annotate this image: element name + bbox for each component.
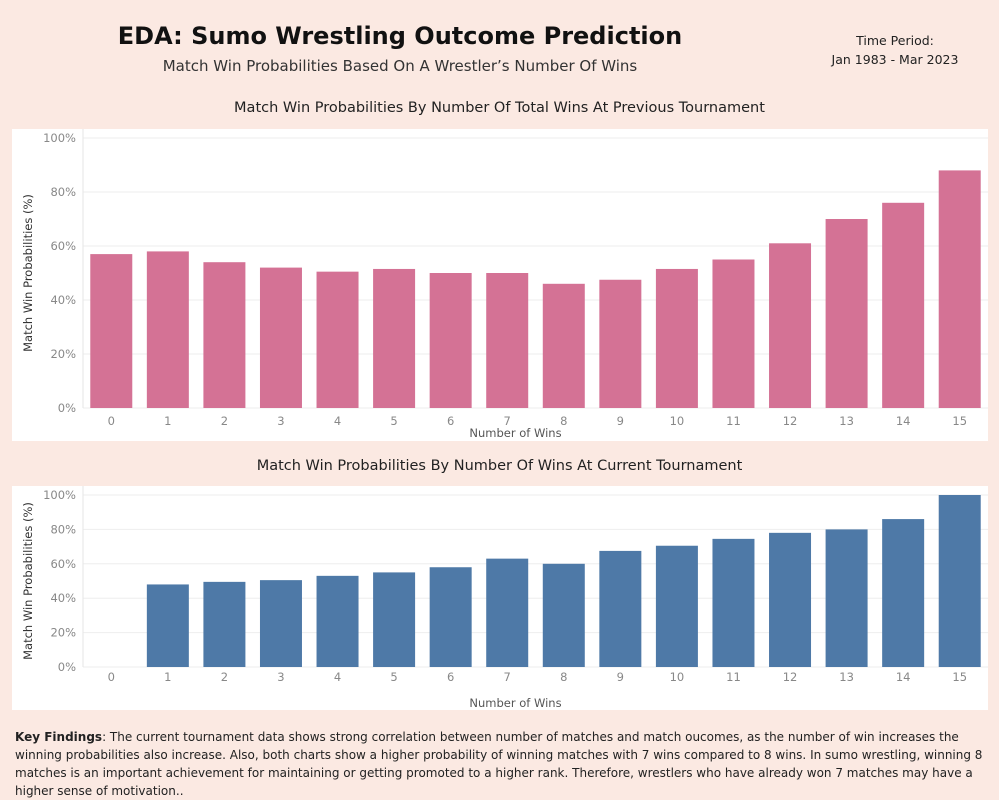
time-period: Time Period: Jan 1983 - Mar 2023 — [820, 31, 970, 69]
x-tick-label: 0 — [108, 414, 115, 428]
bar — [373, 268, 416, 408]
bar — [655, 268, 698, 408]
bar — [486, 273, 529, 408]
x-tick-label: 12 — [783, 670, 798, 684]
x-tick-label: 10 — [670, 414, 685, 428]
x-tick-label: 12 — [783, 414, 798, 428]
bar — [316, 271, 359, 408]
page-title: EDA: Sumo Wrestling Outcome Prediction — [117, 22, 683, 50]
x-tick-label: 4 — [334, 414, 341, 428]
bar — [316, 575, 359, 667]
bar — [259, 580, 302, 667]
x-tick-label: 10 — [670, 670, 685, 684]
x-tick-label: 1 — [164, 414, 171, 428]
page-subtitle: Match Win Probabilities Based On A Wrest… — [162, 57, 638, 75]
chart1-panel: 0% 20% 40% 60% 80% 100% 0 1 2 3 4 5 6 7 8 9 10 11 12 13 14 15… — [12, 129, 988, 441]
x-tick-label: 13 — [839, 414, 854, 428]
y-tick-label: 0% — [58, 660, 76, 674]
bar — [825, 219, 868, 408]
y-tick-label: 20% — [50, 626, 76, 640]
bar — [769, 243, 812, 408]
bar — [203, 581, 246, 667]
chart2-svg: 0%20%40%60%80%100%0 1 2 3 4 5 6 7 8 9 10 11 12 13 14 15… — [21, 486, 988, 710]
bar — [486, 558, 529, 667]
bar — [429, 567, 472, 667]
x-tick-label: 11 — [726, 670, 741, 684]
x-tick-label: 15 — [952, 414, 967, 428]
x-tick-label: 15 — [952, 670, 967, 684]
x-tick-label: 8 — [560, 414, 567, 428]
bar — [542, 563, 585, 667]
bar — [712, 259, 755, 408]
bar — [938, 495, 981, 667]
key-findings-label: Key Findings — [15, 730, 103, 744]
bar — [938, 170, 981, 408]
x-tick-label: 6 — [447, 414, 454, 428]
x-tick-label: 3 — [277, 414, 284, 428]
bar — [882, 202, 925, 408]
bar — [825, 529, 868, 667]
x-tick-label: 13 — [839, 670, 854, 684]
y-axis-title: Match Win Probabilities (%) — [21, 502, 35, 660]
x-tick-label: 2 — [221, 670, 228, 684]
x-tick-label: 6 — [447, 670, 454, 684]
y-tick-label: 60% — [50, 239, 76, 253]
y-tick-label: 40% — [50, 591, 76, 605]
x-tick-label: 7 — [504, 414, 511, 428]
time-period-label: Time Period: — [856, 33, 934, 48]
bar — [429, 273, 472, 408]
x-tick-label: 9 — [617, 414, 624, 428]
x-tick-label: 3 — [277, 670, 284, 684]
chart2-panel: 0% 20% 40% 60% 80% 100% 0 1 2 3 4 5 6 7 8 9 10 11 12 13 14 15… — [12, 486, 988, 710]
y-tick-label: 0% — [58, 401, 76, 415]
x-tick-label: 5 — [390, 414, 397, 428]
y-tick-label: 80% — [50, 522, 76, 536]
bar — [373, 572, 416, 667]
x-tick-label: 4 — [334, 670, 341, 684]
bar — [542, 283, 585, 408]
bar — [882, 519, 925, 667]
x-tick-label: 11 — [726, 414, 741, 428]
y-tick-label: 20% — [50, 347, 76, 361]
x-tick-label: 0 — [108, 670, 115, 684]
bar — [146, 584, 189, 667]
key-findings-text: : The current tournament data shows stro… — [15, 730, 983, 798]
x-tick-label: 7 — [504, 670, 511, 684]
bar — [769, 532, 812, 667]
bar — [712, 538, 755, 667]
bar — [203, 262, 246, 408]
bar — [599, 550, 642, 667]
x-tick-label: 8 — [560, 670, 567, 684]
y-axis-title: Match Win Probabilities (%) — [21, 194, 35, 352]
chart2-title: Match Win Probabilities By Number Of Win… — [256, 458, 743, 474]
x-tick-label: 1 — [164, 670, 171, 684]
chart1-svg: 0%20%40%60%80%100%0 1 2 3 4 5 6 7 8 9 10 11 12 13 14 15… — [21, 129, 988, 440]
bar — [655, 545, 698, 667]
x-tick-label: 2 — [221, 414, 228, 428]
bar — [599, 279, 642, 408]
x-tick-label: 14 — [896, 414, 911, 428]
x-axis-title: Number of Wins — [469, 426, 561, 440]
bar — [259, 267, 302, 408]
key-findings: Key Findings: The current tournament dat… — [15, 728, 990, 800]
x-tick-label: 9 — [617, 670, 624, 684]
y-tick-label: 60% — [50, 557, 76, 571]
x-tick-label: 5 — [390, 670, 397, 684]
y-tick-label: 100% — [43, 488, 76, 502]
time-period-value: Jan 1983 - Mar 2023 — [831, 52, 959, 67]
bar — [90, 254, 133, 408]
y-tick-label: 80% — [50, 185, 76, 199]
y-tick-label: 100% — [43, 131, 76, 145]
x-tick-label: 14 — [896, 670, 911, 684]
chart1-title: Match Win Probabilities By Number Of Tot… — [234, 100, 765, 116]
y-tick-label: 40% — [50, 293, 76, 307]
x-axis-title: Number of Wins — [469, 696, 561, 710]
bar — [146, 251, 189, 408]
